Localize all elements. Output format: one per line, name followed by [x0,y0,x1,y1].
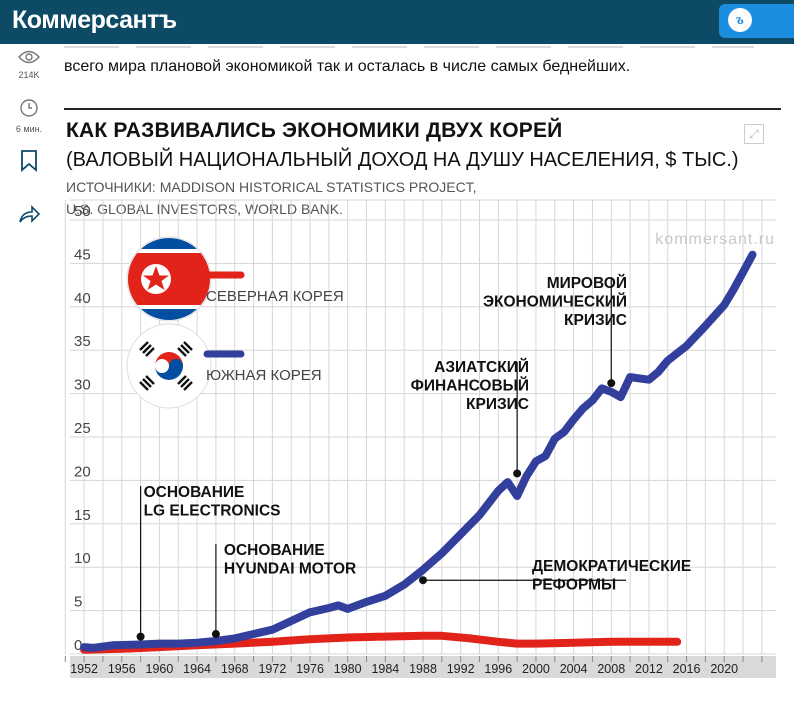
legend-label-south: ЮЖНАЯ КОРЕЯ [206,367,322,384]
x-tick-label: 1972 [258,662,286,676]
share-button[interactable] [0,204,58,229]
series-lines [80,250,757,654]
x-tick-label: 1992 [447,662,475,676]
source-line-1: ИСТОЧНИКИ: MADDISON HISTORICAL STATISTIC… [66,179,477,195]
header-bar: Коммерсантъ ъ [0,0,794,44]
y-tick-label: 5 [74,594,82,611]
legend: СЕВЕРНАЯ КОРЕЯ ЮЖНАЯ КОРЕЯ [126,236,344,409]
x-tick-label: 1988 [409,662,437,676]
chart-source: ИСТОЧНИКИ: MADDISON HISTORICAL STATISTIC… [66,176,586,220]
x-tick-label: 2012 [635,662,663,676]
x-axis-band [70,656,776,678]
x-tick-label: 1968 [221,662,249,676]
y-tick-label: 30 [74,377,91,394]
site-logo[interactable]: Коммерсантъ [12,6,177,34]
annotation-lg: ОСНОВАНИЕ LG ELECTRONICS [144,484,281,520]
north-korea-flag-icon [126,236,212,322]
y-tick-label: 45 [74,246,91,263]
y-tick-label: 40 [74,290,91,307]
x-tick-label: 1976 [296,662,324,676]
eye-icon [18,50,40,64]
y-tick-label: 50 [74,203,91,220]
annotation-reforms: ДЕМОКРАТИЧЕСКИЕ РЕФОРМЫ [532,558,691,594]
x-tick-label: 1980 [334,662,362,676]
south-korea-flag-icon [126,323,212,409]
kommersant-logo-icon: ъ [728,8,752,32]
x-tick-label: 1960 [146,662,174,676]
infographic: КАК РАЗВИВАЛИСЬ ЭКОНОМИКИ ДВУХ КОРЕЙ (ВА… [64,108,781,708]
share-icon [19,205,41,223]
x-tick-label: 1984 [371,662,399,676]
x-tick-label: 1952 [70,662,98,676]
bookmark-icon [21,150,37,172]
annotation-dot [419,576,427,585]
x-tick-label: 2000 [522,662,550,676]
read-time-label: 6 мин. [15,124,43,134]
x-axis: 1952 1956 1960 1964 1968 1972 1976 1980 1984 1988… [64,656,776,678]
article-text: всего мира плановой экономикой так и ост… [64,58,631,75]
annotation-world-crisis: МИРОВОЙ ЭКОНОМИЧЕСКИЙ КРИЗИС [483,274,627,329]
y-axis-ticks: 0 5 10 15 20 25 30 35 40 45 50 [74,203,91,654]
y-tick-label: 15 [74,507,91,524]
watermark: kommersant.ru [655,231,775,248]
south-korea-line [80,250,757,652]
x-tick-label: 1996 [484,662,512,676]
x-tick-label: 2016 [673,662,701,676]
annotation-asian-crisis: АЗИАТСКИЙ ФИНАНСОВЫЙ КРИЗИС [411,358,529,413]
annotations: ОСНОВАНИЕ LG ELECTRONICS ОСНОВАНИЕ HYUNDAI … [136,274,691,641]
chart-subtitle: (ВАЛОВЫЙ НАЦИОНАЛЬНЫЙ ДОХОД НА ДУШУ НАСЕ… [66,149,739,171]
y-tick-label: 25 [74,420,91,437]
x-tick-label: 1956 [108,662,136,676]
expand-icon[interactable]: ⤢ [744,124,764,144]
x-tick-label: 2020 [710,662,738,676]
y-tick-label: 35 [74,333,91,350]
source-line-2: U.S. GLOBAL INVESTORS, WORLD BANK. [66,201,343,217]
read-time: 6 мин. [0,98,58,134]
x-tick-label: 2008 [597,662,625,676]
x-tick-label: 2004 [560,662,588,676]
menu-button[interactable]: ъ [719,4,794,38]
chart-title: КАК РАЗВИВАЛИСЬ ЭКОНОМИКИ ДВУХ КОРЕЙ [66,119,563,142]
clock-icon [20,99,38,117]
y-tick-label: 0 [74,637,82,654]
annotation-hyundai: ОСНОВАНИЕ HYUNDAI MOTOR [224,542,356,578]
annotation-dot [211,630,220,639]
views-counter: 214K [0,50,58,80]
cut-text-line [64,44,754,49]
y-tick-label: 20 [74,463,91,480]
annotation-dot [513,469,522,478]
y-tick-label: 10 [74,550,91,567]
annotation-dot [607,379,616,388]
figure-top-rule [64,108,781,110]
x-tick-label: 1964 [183,662,211,676]
bookmark-button[interactable] [0,150,58,177]
legend-label-north: СЕВЕРНАЯ КОРЕЯ [206,288,344,305]
views-count: 214K [18,70,40,80]
annotation-dot [136,632,145,641]
